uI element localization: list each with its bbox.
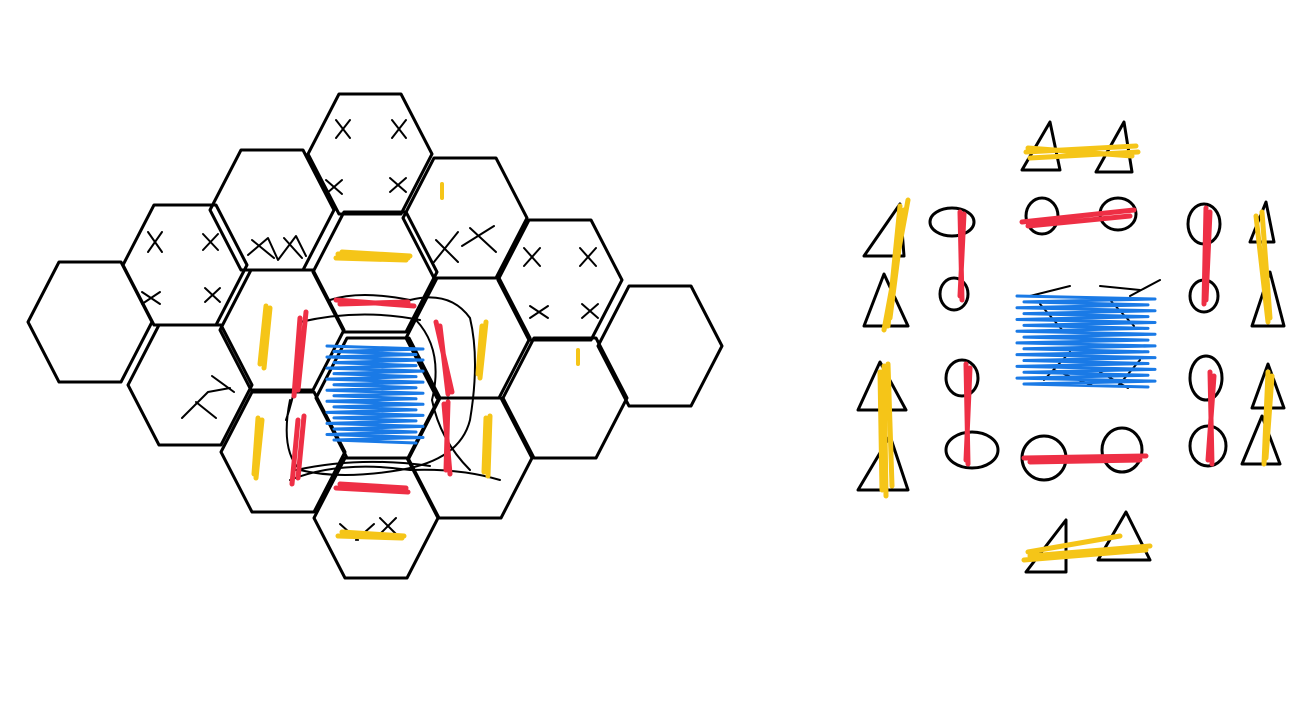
red-pair-links xyxy=(957,205,1217,467)
yellow-triangle-links xyxy=(877,143,1275,563)
hex-cell xyxy=(219,390,347,514)
hex-cell xyxy=(121,203,249,327)
symbol-arrangement xyxy=(856,120,1286,574)
hex-outlines xyxy=(26,92,724,580)
blue-coil xyxy=(1015,294,1157,389)
yellow-outer-marks xyxy=(251,182,580,541)
hex-cell xyxy=(208,148,336,272)
hex-cell xyxy=(596,284,724,408)
hex-cell xyxy=(501,336,629,460)
red-ring-marks xyxy=(289,297,455,495)
blue-center-mark-right xyxy=(1015,294,1157,389)
hex-cell xyxy=(306,92,434,216)
hex-grid xyxy=(26,92,724,580)
hex-cell xyxy=(404,276,532,400)
hex-cell xyxy=(312,456,440,580)
blue-center-mark xyxy=(325,344,425,445)
hex-cell xyxy=(26,260,154,384)
blue-coil xyxy=(325,344,425,445)
hex-cell xyxy=(126,323,254,447)
